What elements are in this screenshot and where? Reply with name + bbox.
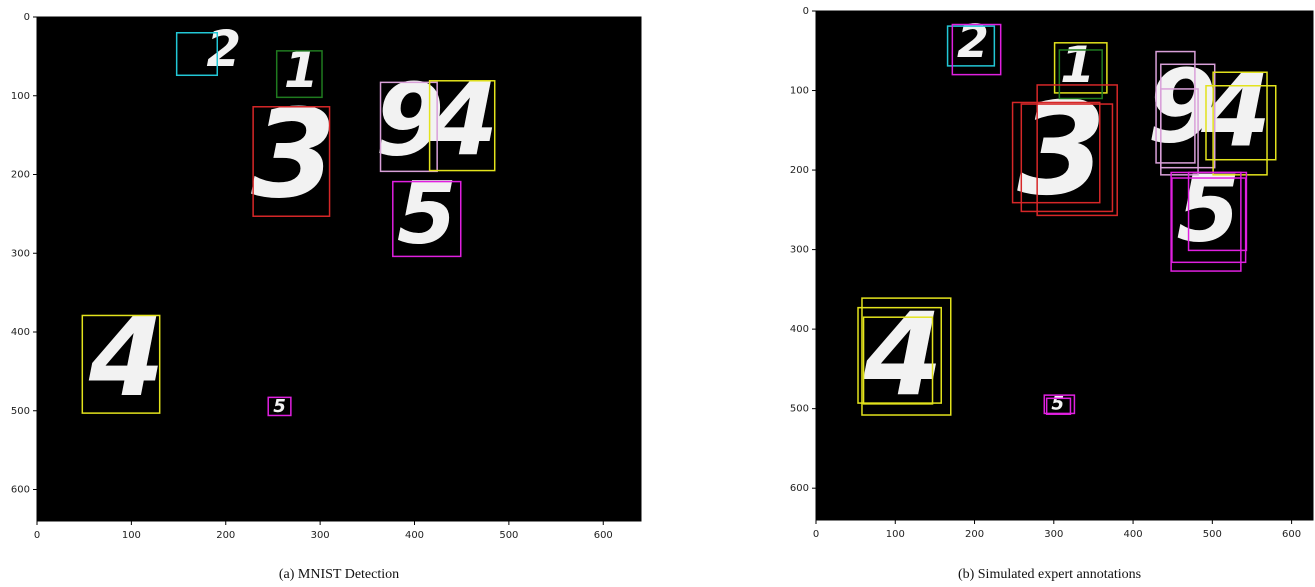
x-tick-label: 200	[216, 530, 235, 541]
digit: 5	[1051, 394, 1064, 415]
y-tick-label: 100	[11, 91, 30, 102]
y-tick-label: 600	[11, 485, 30, 496]
digit: 4	[1200, 53, 1271, 170]
y-tick-label: 0	[803, 6, 809, 17]
y-tick-label: 300	[11, 248, 30, 259]
y-tick-label: 500	[11, 406, 30, 417]
y-tick-label: 400	[790, 324, 809, 335]
y-tick-label: 300	[790, 245, 809, 256]
x-tick-label: 100	[886, 529, 905, 540]
y-tick-label: 0	[24, 12, 30, 23]
x-tick-label: 300	[1044, 529, 1063, 540]
x-tick-label: 600	[594, 530, 613, 541]
y-tick-label: 400	[11, 327, 30, 338]
digit: 2	[207, 20, 242, 78]
x-tick-label: 600	[1282, 529, 1301, 540]
caption: (a) MNIST Detection	[279, 567, 399, 582]
digit: 2	[957, 15, 989, 68]
x-tick-label: 100	[122, 530, 141, 541]
y-tick-label: 200	[11, 170, 30, 181]
y-tick-label: 600	[790, 483, 809, 494]
digit: 4	[88, 294, 165, 421]
x-tick-label: 200	[965, 529, 984, 540]
caption: (b) Simulated expert annotations	[958, 567, 1141, 582]
x-tick-label: 0	[813, 529, 819, 540]
y-tick-label: 200	[790, 165, 809, 176]
image-background	[37, 17, 641, 521]
x-tick-label: 500	[1203, 529, 1222, 540]
y-tick-label: 500	[790, 404, 809, 415]
x-tick-label: 500	[499, 530, 518, 541]
digit: 5	[397, 164, 457, 264]
x-tick-label: 400	[1124, 529, 1143, 540]
x-tick-label: 400	[405, 530, 424, 541]
y-tick-label: 100	[790, 86, 809, 97]
x-tick-label: 300	[311, 530, 330, 541]
digit: 5	[1177, 155, 1241, 262]
digit: 5	[273, 396, 286, 417]
digit: 3	[251, 83, 336, 225]
figure: 2139454501002003004005006000100200300400…	[0, 0, 1315, 587]
x-tick-label: 0	[34, 530, 40, 541]
